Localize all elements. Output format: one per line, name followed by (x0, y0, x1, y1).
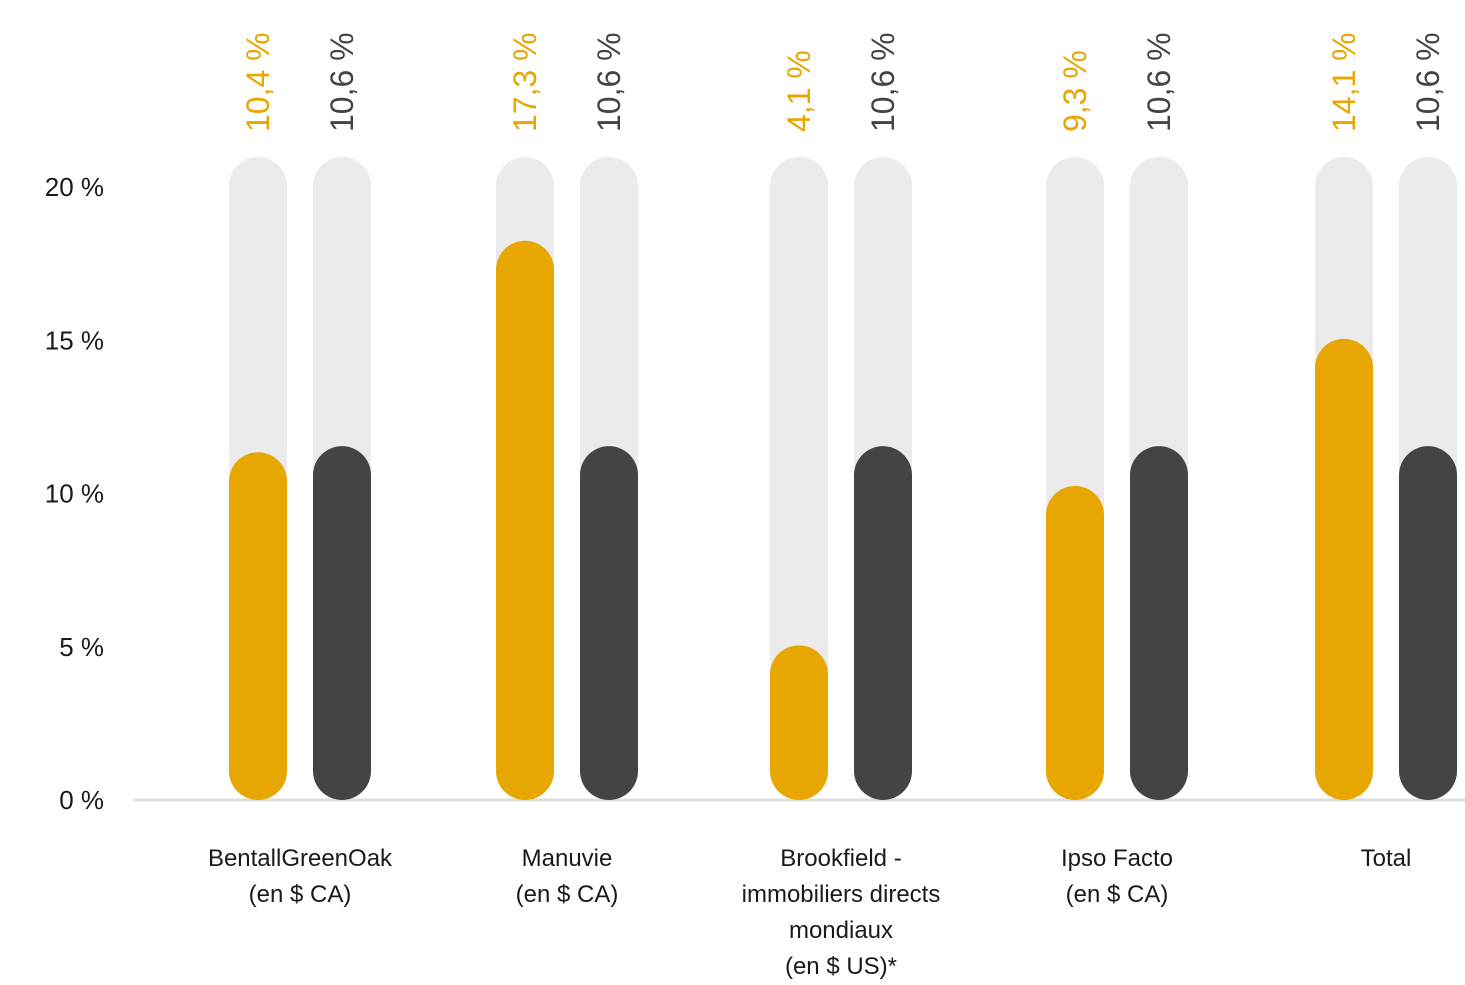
bar-track (770, 157, 828, 800)
category-label-line: immobiliers directs (741, 881, 941, 908)
bar (229, 452, 287, 800)
category-label: BentallGreenOak (en $ CA) (150, 841, 450, 913)
bar-value-label: 10,4 % (240, 32, 276, 132)
bar (770, 645, 828, 800)
category-label-line: (en $ CA) (1065, 881, 1169, 908)
category-label: Total (1236, 841, 1465, 877)
bar-value-label: 9,3 % (1057, 50, 1093, 132)
y-tick-label: 5 % (59, 632, 104, 662)
y-tick-label: 20 % (45, 172, 104, 202)
bar-value-label: 10,6 % (1410, 32, 1446, 132)
bars (229, 157, 1457, 800)
y-tick-label: 15 % (45, 325, 104, 355)
bar (313, 446, 371, 800)
category-label-line: (en $ CA) (515, 881, 619, 908)
bar-value-label: 10,6 % (865, 32, 901, 132)
bar-value-label: 10,6 % (324, 32, 360, 132)
bar (1399, 446, 1457, 800)
category-label-line: BentallGreenOak (207, 845, 393, 872)
category-label-line: Manuvie (521, 845, 613, 872)
category-label-line: mondiaux (788, 917, 894, 944)
bar-value-label: 10,6 % (591, 32, 627, 132)
bar (580, 446, 638, 800)
category-label-line: Brookfield - (780, 845, 902, 872)
bar-value-label: 17,3 % (507, 32, 543, 132)
y-tick-label: 10 % (45, 479, 104, 509)
category-label-line: Ipso Facto (1060, 845, 1174, 872)
value-labels: 10,4 % 17,3 % 4,1 % 9,3 % 14,1 % 10,6 % 10,6 %… (240, 32, 1446, 132)
category-label: Manuvie (en $ CA) (417, 841, 717, 913)
bar (1130, 446, 1188, 800)
y-axis: 0 % 5 % 10 % 15 % 20 % (45, 172, 104, 815)
category-label: Ipso Facto (en $ CA) (967, 841, 1267, 913)
bar (1046, 485, 1104, 800)
bar (496, 240, 554, 800)
bar-value-label: 14,1 % (1326, 32, 1362, 132)
bar-value-label: 4,1 % (781, 50, 817, 132)
category-label-line: (en $ CA) (248, 881, 352, 908)
bar (1315, 338, 1373, 800)
category-label-line: Total (1360, 845, 1412, 872)
category-label: Brookfield - immobiliers directs mondiaux (… (691, 841, 991, 985)
y-tick-label: 0 % (59, 785, 104, 815)
bar (854, 446, 912, 800)
category-label-line: (en $ US)* (784, 953, 898, 980)
bar-value-label: 10,6 % (1141, 32, 1177, 132)
